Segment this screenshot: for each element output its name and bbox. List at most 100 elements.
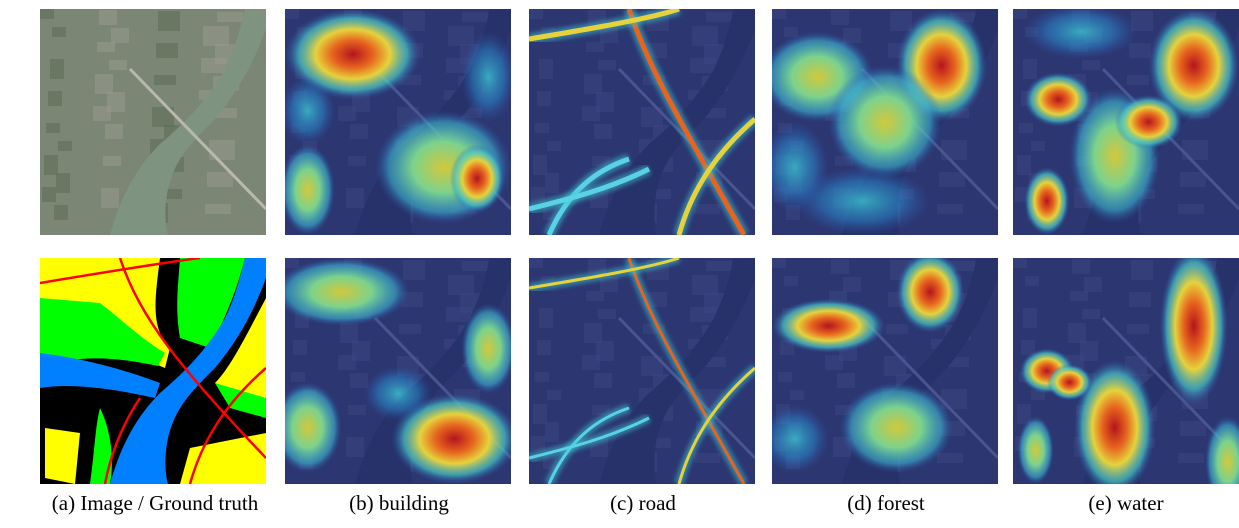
heat-blob — [274, 382, 342, 472]
texture — [448, 275, 474, 295]
caption: (a) Image / Ground truth — [52, 491, 259, 515]
texture — [594, 124, 612, 139]
image-panel — [529, 258, 755, 484]
texture — [109, 60, 127, 70]
texture — [42, 187, 56, 202]
texture — [778, 372, 792, 382]
heat-blob — [461, 32, 515, 122]
texture — [694, 453, 720, 463]
panel-content — [1013, 4, 1239, 235]
texture — [537, 340, 551, 355]
texture — [1070, 291, 1088, 301]
heat-blob — [280, 145, 334, 235]
texture — [154, 75, 176, 85]
heat-blob — [450, 145, 504, 213]
heat-blob — [829, 66, 942, 179]
texture — [54, 205, 68, 220]
texture — [831, 259, 849, 274]
heat-blob — [1160, 247, 1228, 405]
texture — [539, 308, 553, 328]
figure: (a) Image / Ground truth (b) building (c… — [0, 0, 1239, 523]
image-panel — [1013, 4, 1239, 235]
heat-blob — [772, 299, 885, 353]
texture — [99, 10, 117, 25]
texture — [547, 390, 561, 400]
texture — [598, 309, 616, 319]
panel-content — [529, 9, 755, 235]
texture — [1068, 323, 1086, 343]
texture — [56, 173, 70, 193]
texture — [941, 140, 967, 160]
heat-blob — [1047, 364, 1092, 400]
texture — [205, 204, 231, 214]
texture — [937, 204, 963, 214]
image-panel — [40, 9, 266, 235]
texture — [111, 28, 129, 43]
texture — [462, 12, 488, 22]
texture — [694, 204, 720, 214]
panel-content — [529, 258, 755, 484]
texture — [1182, 140, 1208, 160]
texture — [586, 42, 604, 52]
texture — [1129, 43, 1151, 58]
texture — [346, 437, 364, 457]
image-panel — [529, 9, 755, 235]
texture — [1025, 276, 1039, 286]
texture — [598, 60, 616, 70]
texture — [1178, 204, 1204, 214]
texture — [1019, 123, 1033, 133]
gt-building — [45, 428, 80, 484]
texture — [939, 172, 965, 187]
texture — [1072, 259, 1090, 274]
texture — [158, 11, 180, 31]
texture — [692, 26, 718, 46]
texture — [584, 74, 602, 94]
texture — [545, 173, 559, 193]
texture — [209, 140, 235, 160]
texture — [348, 405, 366, 415]
texture — [403, 260, 425, 280]
texture — [533, 155, 547, 175]
texture — [40, 9, 54, 19]
texture — [348, 156, 366, 166]
texture — [594, 373, 612, 388]
texture — [1127, 324, 1149, 334]
texture — [103, 156, 121, 166]
texture — [462, 261, 488, 271]
texture — [1082, 60, 1100, 70]
texture — [293, 340, 307, 355]
texture — [531, 187, 545, 202]
texture — [547, 141, 561, 151]
texture — [58, 141, 72, 151]
image-panel — [1013, 247, 1239, 507]
texture — [831, 10, 849, 25]
texture — [203, 26, 229, 46]
texture — [97, 42, 115, 52]
texture — [1129, 292, 1151, 307]
image-panel — [274, 258, 518, 484]
texture — [52, 27, 66, 37]
texture — [291, 372, 305, 382]
heat-blob — [896, 251, 964, 332]
image-panel — [40, 258, 266, 484]
texture — [531, 436, 545, 451]
texture — [1031, 141, 1045, 151]
texture — [1178, 453, 1204, 463]
texture — [101, 188, 119, 208]
texture — [535, 372, 549, 382]
heat-blob — [1024, 167, 1069, 235]
heat-blob — [1115, 95, 1183, 149]
texture — [1082, 309, 1100, 319]
heat-blob — [280, 77, 334, 145]
caption: (d) forest — [847, 491, 925, 515]
heat-blob — [274, 258, 410, 326]
panel-content — [1013, 247, 1239, 507]
texture — [537, 91, 551, 106]
texture — [1131, 260, 1153, 280]
texture — [1180, 172, 1206, 187]
texture — [1084, 277, 1102, 292]
texture — [107, 92, 125, 112]
panel-content — [761, 251, 998, 484]
texture — [584, 323, 602, 343]
heat-blob — [840, 382, 953, 472]
